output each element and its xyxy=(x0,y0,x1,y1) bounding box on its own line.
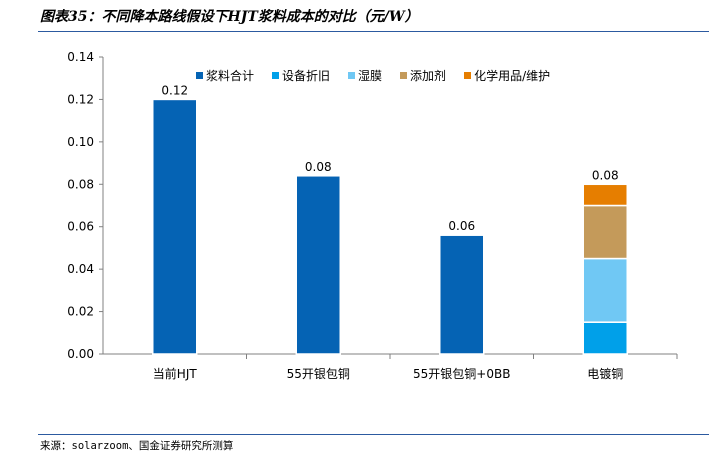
y-tick-label: 0.00 xyxy=(67,347,94,361)
legend-swatch xyxy=(464,72,472,79)
bar-segment xyxy=(582,204,628,260)
x-tick-label: 电镀铜 xyxy=(587,366,623,381)
legend-label: 浆料合计 xyxy=(206,69,255,83)
x-tick-label: 55开银包铜 xyxy=(287,366,350,381)
legend-swatch xyxy=(272,72,280,79)
bar-segment xyxy=(295,175,341,355)
legend-item: 湿膜 xyxy=(348,67,382,84)
y-tick-label: 0.06 xyxy=(67,220,94,234)
data-label: 0.08 xyxy=(305,160,332,174)
legend-item: 添加剂 xyxy=(400,67,446,84)
y-tick-label: 0.10 xyxy=(67,135,94,149)
source-note: 来源：solarzoom、国金证券研究所测算 xyxy=(40,440,234,452)
bar-segment xyxy=(152,98,198,355)
legend-swatch xyxy=(196,72,203,79)
legend-item: 化学用品/维护 xyxy=(464,67,550,84)
bar-segment xyxy=(439,234,485,355)
legend-label: 设备折旧 xyxy=(282,69,331,83)
y-tick-label: 0.02 xyxy=(67,305,94,319)
bar-segment xyxy=(582,257,628,323)
bar-segment xyxy=(582,183,628,207)
title-rule xyxy=(38,31,709,32)
y-tick-label: 0.14 xyxy=(67,50,94,64)
legend: 浆料合计 设备折旧 湿膜 添加剂 化学用品/维护 xyxy=(196,67,550,84)
legend-label: 添加剂 xyxy=(410,69,447,83)
y-tick-label: 0.04 xyxy=(67,262,94,276)
x-tick-label: 55开银包铜+0BB xyxy=(413,366,510,381)
legend-label: 化学用品/维护 xyxy=(474,69,551,83)
y-tick-label: 0.08 xyxy=(67,177,94,191)
source-rule xyxy=(38,434,709,435)
legend-item: 设备折旧 xyxy=(272,67,330,84)
y-tick-label: 0.12 xyxy=(67,92,94,106)
bar-segment xyxy=(582,321,628,355)
legend-label: 湿膜 xyxy=(358,69,383,83)
data-label: 0.06 xyxy=(448,219,475,233)
legend-swatch xyxy=(348,72,356,79)
legend-swatch xyxy=(400,72,408,79)
data-label: 0.08 xyxy=(592,168,619,182)
legend-item: 浆料合计 xyxy=(196,67,254,84)
figure-title: 图表35：不同降本路线假设下HJT浆料成本的对比（元/W） xyxy=(40,9,419,25)
x-tick-label: 当前HJT xyxy=(153,366,198,381)
data-label: 0.12 xyxy=(161,83,188,97)
